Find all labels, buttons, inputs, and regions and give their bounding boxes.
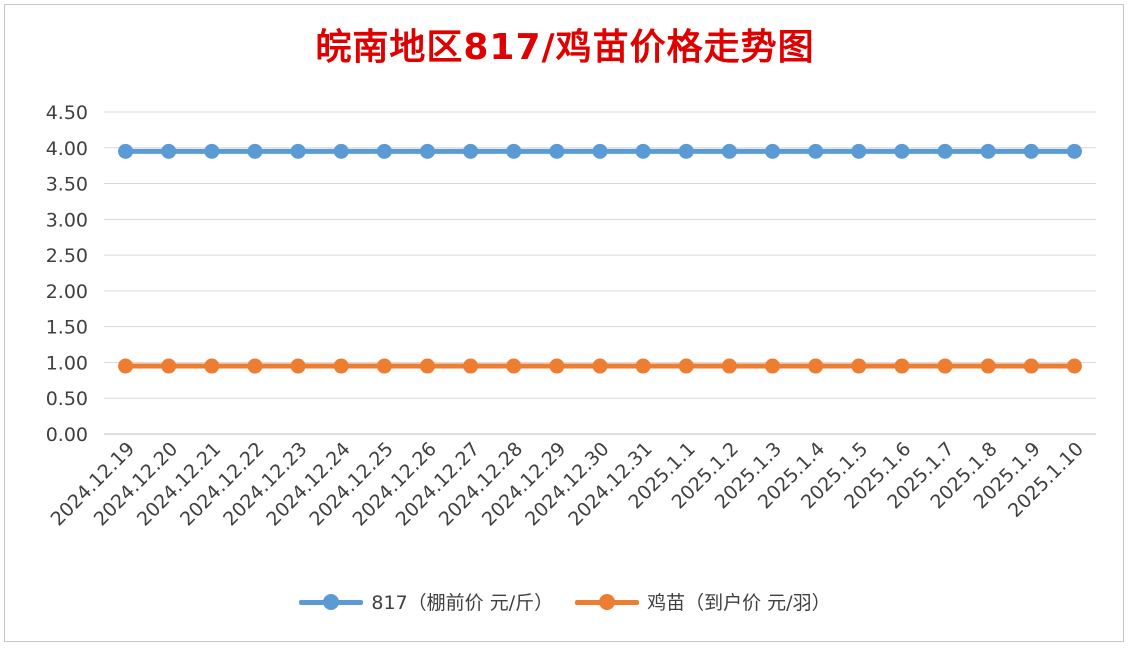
y-tick-label: 3.00 (46, 209, 88, 231)
data-point (247, 358, 263, 374)
data-point (376, 358, 392, 374)
legend-item-817[interactable]: 817（棚前价 元/斤） (299, 588, 553, 615)
data-point (161, 143, 177, 159)
y-tick-label: 4.50 (46, 102, 88, 124)
data-point (765, 358, 781, 374)
y-tick-label: 1.00 (46, 352, 88, 374)
data-point (635, 358, 651, 374)
data-point (161, 358, 177, 374)
data-point (506, 358, 522, 374)
data-point (592, 143, 608, 159)
data-point (894, 143, 910, 159)
data-point (894, 358, 910, 374)
data-point (937, 358, 953, 374)
legend-label-chick: 鸡苗（到户价 元/羽） (647, 592, 831, 614)
data-point (592, 358, 608, 374)
data-point (290, 358, 306, 374)
data-point (549, 143, 565, 159)
data-point (937, 143, 953, 159)
y-tick-label: 1.50 (46, 317, 88, 339)
chart-legend: 817（棚前价 元/斤） 鸡苗（到户价 元/羽） (0, 588, 1130, 615)
data-point (808, 358, 824, 374)
y-tick-label: 2.00 (46, 281, 88, 303)
data-point (1066, 143, 1082, 159)
data-point (635, 143, 651, 159)
data-point (204, 143, 220, 159)
data-point (980, 358, 996, 374)
data-point (506, 143, 522, 159)
data-point (1066, 358, 1082, 374)
y-tick-label: 0.50 (46, 388, 88, 410)
data-point (721, 358, 737, 374)
data-point (980, 143, 996, 159)
legend-label-817: 817（棚前价 元/斤） (371, 592, 554, 614)
y-tick-label: 3.50 (46, 174, 88, 196)
data-point (678, 358, 694, 374)
data-point (463, 143, 479, 159)
data-point (419, 358, 435, 374)
y-tick-label: 0.00 (46, 424, 88, 446)
data-point (463, 358, 479, 374)
data-point (290, 143, 306, 159)
chart-frame (4, 4, 1124, 642)
data-point (333, 358, 349, 374)
data-point (1023, 143, 1039, 159)
data-point (333, 143, 349, 159)
data-point (1023, 358, 1039, 374)
data-point (851, 358, 867, 374)
legend-item-chick[interactable]: 鸡苗（到户价 元/羽） (575, 588, 831, 615)
data-point (204, 358, 220, 374)
data-point (118, 358, 134, 374)
data-point (678, 143, 694, 159)
data-point (808, 143, 824, 159)
data-point (851, 143, 867, 159)
data-point (765, 143, 781, 159)
data-point (549, 358, 565, 374)
y-tick-label: 2.50 (46, 245, 88, 267)
y-tick-label: 4.00 (46, 138, 88, 160)
legend-swatch-chick (575, 592, 640, 612)
data-point (118, 143, 134, 159)
legend-swatch-817 (299, 592, 364, 612)
data-point (376, 143, 392, 159)
chart-title: 皖南地区817/鸡苗价格走势图 (315, 27, 815, 68)
data-point (419, 143, 435, 159)
data-point (721, 143, 737, 159)
data-point (247, 143, 263, 159)
